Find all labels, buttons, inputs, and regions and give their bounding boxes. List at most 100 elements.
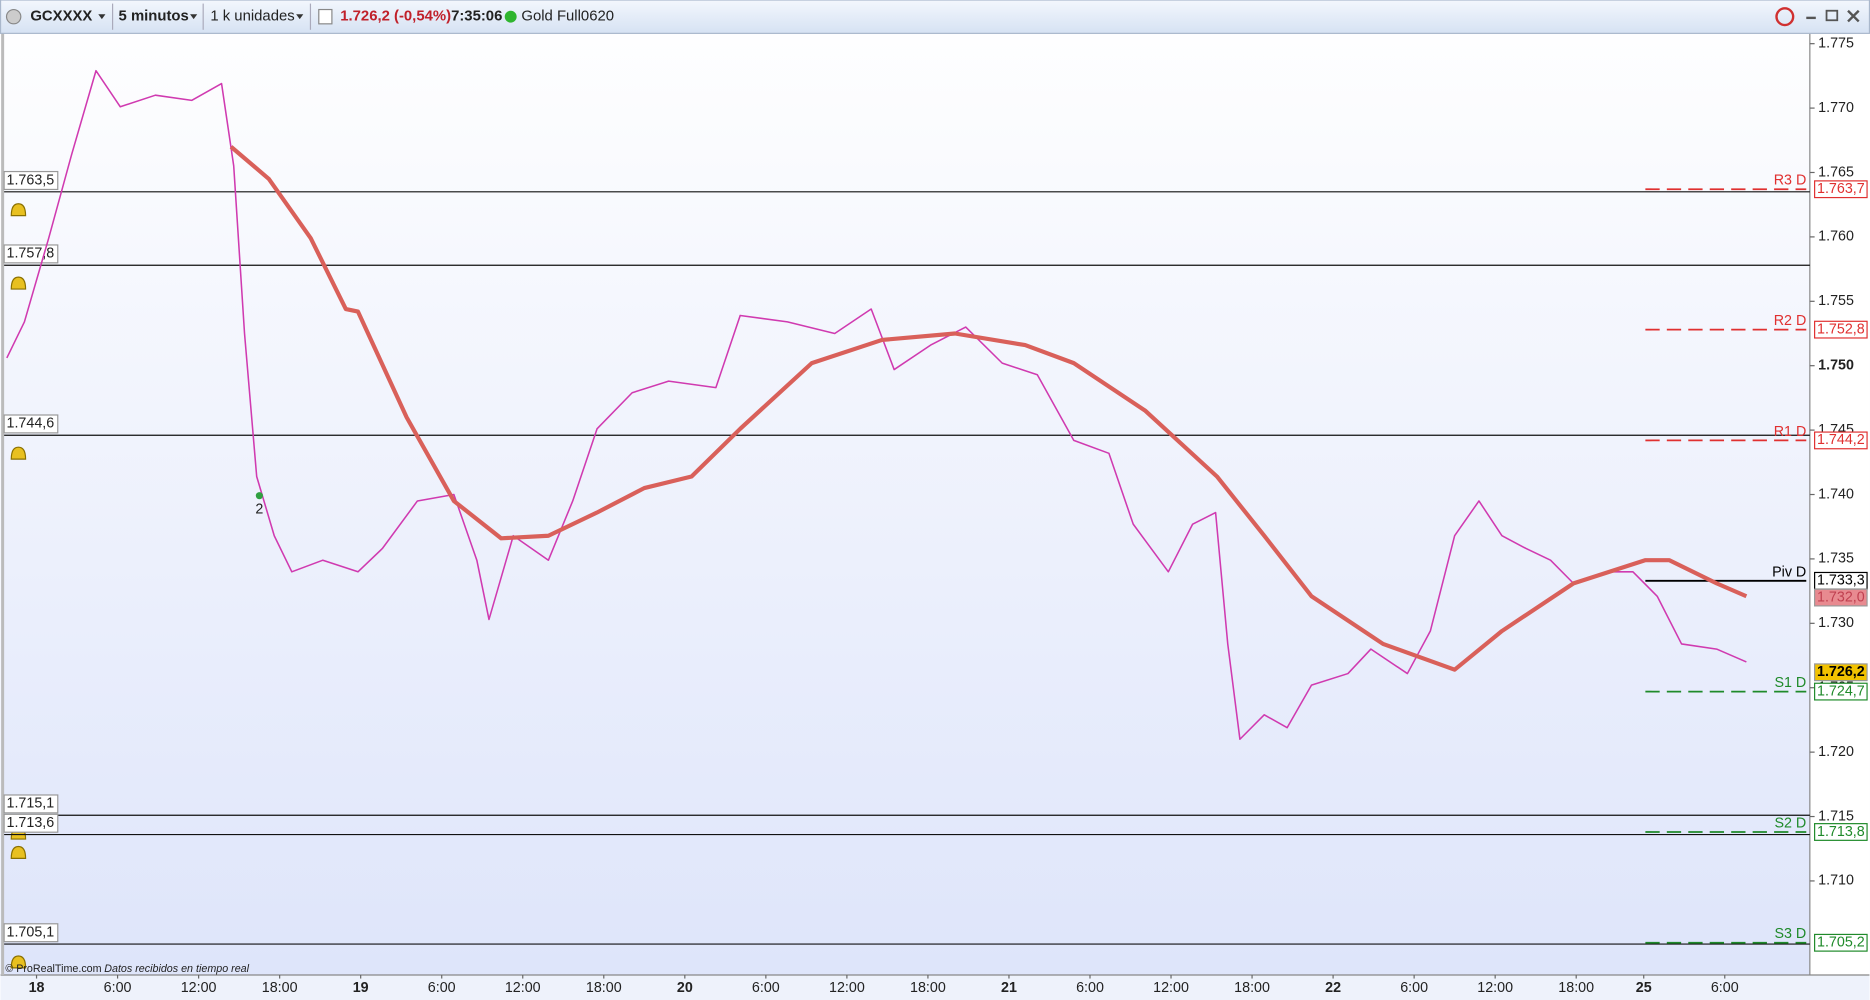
x-tick-label: 6:00 [428,980,456,996]
price-marker [1814,588,1868,607]
toolbar-bg [0,0,1870,34]
plot: 1.7751.7701.7651.7601.7551.7501.7451.740… [3,35,1868,996]
pivot-value: 1.752,8 [1817,321,1865,337]
minimize-button[interactable] [1806,16,1816,20]
y-tick-label: 1.735 [1818,551,1854,567]
x-tick-label: 12:00 [181,980,217,996]
alert-level-label: 1.705,1 [7,925,55,941]
x-tick-label: 12:00 [1477,980,1513,996]
caret [190,14,198,20]
x-tick-label: 12:00 [1153,980,1189,996]
y-tick-label: 1.750 [1818,357,1854,373]
toolbar: GCXXXX 5 minutos 1 k unidades 1.726,2 (-… [0,0,1870,34]
last-price: 1.726,2 (-0,54%) [340,9,451,25]
interval[interactable]: 5 minutos [119,9,189,25]
y-tick-label: 1.720 [1818,744,1854,760]
x-tick-label: 6:00 [104,980,132,996]
bell-icon [10,203,27,217]
pivot-value-box [1814,320,1868,339]
price-marker-label: 1.726,2 [1817,664,1865,680]
y-tick-label: 1.760 [1818,229,1854,245]
alert-level-box [3,414,59,434]
alert-level-box [3,244,59,264]
pivot-name: S1 D [1774,675,1806,691]
annotation-label: 2 [255,502,263,518]
pivot-value-box [1814,933,1868,952]
x-tick-label: 18:00 [910,980,946,996]
x-tick-label: 12:00 [829,980,865,996]
alert-level-box [3,170,59,191]
x-tick-label: 12:00 [505,980,541,996]
symbol[interactable]: GCXXXX [30,9,92,25]
x-tick-label: 22 [1325,980,1341,996]
pivot-value: 1.733,3 [1817,573,1865,589]
pivot-value-box [1814,431,1868,450]
annotation-dot [255,492,263,500]
bell-icon [10,276,27,290]
x-tick-label: 21 [1001,980,1017,996]
time-axis-bg [0,974,1870,1000]
bell-icon [10,845,27,860]
x-tick-label: 20 [677,980,693,996]
left-edge [1,33,5,975]
pivot-value-box [1814,180,1868,199]
pivot-name: R2 D [1774,313,1807,329]
series-line [229,145,1748,672]
x-tick-label: 19 [353,980,369,996]
footer-status: Datos recibidos en tiempo real [104,963,249,975]
toolbar-icon[interactable] [5,8,22,25]
pivot-name: Piv D [1772,564,1806,580]
x-tick-label: 18:00 [262,980,298,996]
sync-button[interactable] [1775,7,1795,27]
y-tick-label: 1.710 [1818,873,1854,889]
clock: 7:35:06 [451,9,502,25]
bell-icon [10,955,27,969]
x-tick-label: 18:00 [1234,980,1270,996]
bell-icon [10,446,27,460]
restore-button[interactable] [1825,9,1839,22]
price-marker-label: 1.732,0 [1817,589,1865,605]
interval-select[interactable]: 5 minutos [119,9,198,25]
pivot-value: 1.724,7 [1817,683,1865,699]
x-tick-label: 18 [29,980,45,996]
pivot-value-box [1814,682,1868,701]
x-tick-label: 6:00 [752,980,780,996]
x-tick-label: 18:00 [586,980,622,996]
y-tick-label: 1.715 [1818,808,1854,824]
x-tick-label: 6:00 [1076,980,1104,996]
y-tick-label: 1.755 [1818,293,1854,309]
pivot-value: 1.713,8 [1817,824,1865,840]
pivot-value: 1.744,2 [1817,432,1865,448]
info-icon[interactable] [318,8,333,25]
y-tick-label: 1.765 [1818,164,1854,180]
close-button[interactable] [1847,9,1860,23]
pivot-name: S2 D [1774,815,1806,831]
x-tick-label: 6:00 [1711,980,1739,996]
pivot-value: 1.705,2 [1817,935,1865,951]
alert-level-label: 1.757,8 [7,246,55,262]
symbol-select[interactable]: GCXXXX [30,9,106,25]
caret [98,14,106,20]
units-select[interactable]: 1 k unidades [210,9,304,25]
pivot-name: R3 D [1774,173,1807,189]
alert-level-box [3,794,59,814]
alert-level-label: 1.715,1 [7,796,55,812]
alert-level-label: 1.763,5 [7,172,55,188]
pivot-value: 1.763,7 [1817,181,1865,197]
status-dot [504,10,517,23]
footer-brand: © ProRealTime.com [5,963,101,975]
alert-level-label: 1.744,6 [7,416,55,432]
pivot-name: R1 D [1774,424,1807,440]
alert-level-label: 1.713,6 [7,815,55,831]
units[interactable]: 1 k unidades [210,9,294,25]
alert-level-box [3,923,59,943]
y-tick-label: 1.730 [1818,615,1854,631]
y-tick-label: 1.740 [1818,486,1854,502]
y-tick-label: 1.775 [1818,35,1854,51]
caret [296,14,304,20]
x-tick-label: 25 [1636,980,1652,996]
y-tick-label: 1.770 [1818,100,1854,116]
